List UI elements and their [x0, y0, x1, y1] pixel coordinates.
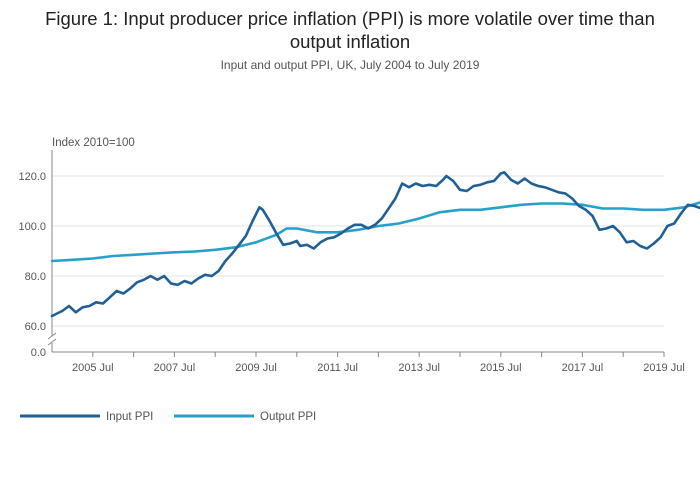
axis-break-mark [47, 338, 57, 346]
y-tick-label: 100.0 [18, 221, 46, 233]
series-lines [50, 171, 700, 318]
x-tick-label: 2005 Jul [72, 362, 114, 374]
axis-break-mark [47, 332, 57, 340]
y-axis-label: Index 2010=100 [52, 137, 135, 149]
chart-title-line-2: output inflation [289, 31, 411, 52]
x-tick-label: 2007 Jul [154, 362, 196, 374]
chart-subtitle: Input and output PPI, UK, July 2004 to J… [220, 58, 480, 72]
legend: Input PPI Output PPI [20, 411, 316, 423]
input-ppi-line [50, 171, 700, 318]
axes: 120.0 100.0 80.0 60.0 0.0 2005 Jul 2007 Jul 200… [18, 150, 685, 374]
x-tick-label: 2015 Jul [480, 362, 522, 374]
output-ppi-legend-label: Output PPI [260, 411, 316, 423]
y-tick-label: 80.0 [25, 271, 46, 283]
chart-title-line-1: Figure 1: Input producer price inflation… [45, 8, 655, 29]
x-tick-label: 2009 Jul [235, 362, 277, 374]
x-tick-label: 2017 Jul [562, 362, 604, 374]
x-tick-label: 2013 Jul [398, 362, 440, 374]
y-tick-label: 60.0 [25, 321, 46, 333]
y-tick-label: 120.0 [18, 171, 46, 183]
output-ppi-line [50, 201, 700, 263]
chart-title: Figure 1: Input producer price inflation… [0, 7, 700, 53]
x-tick-label: 2011 Jul [317, 362, 358, 374]
input-ppi-legend-label: Input PPI [106, 411, 153, 423]
x-tick-label: 2019 Jul [643, 362, 685, 374]
y-tick-label-zero: 0.0 [31, 347, 46, 359]
